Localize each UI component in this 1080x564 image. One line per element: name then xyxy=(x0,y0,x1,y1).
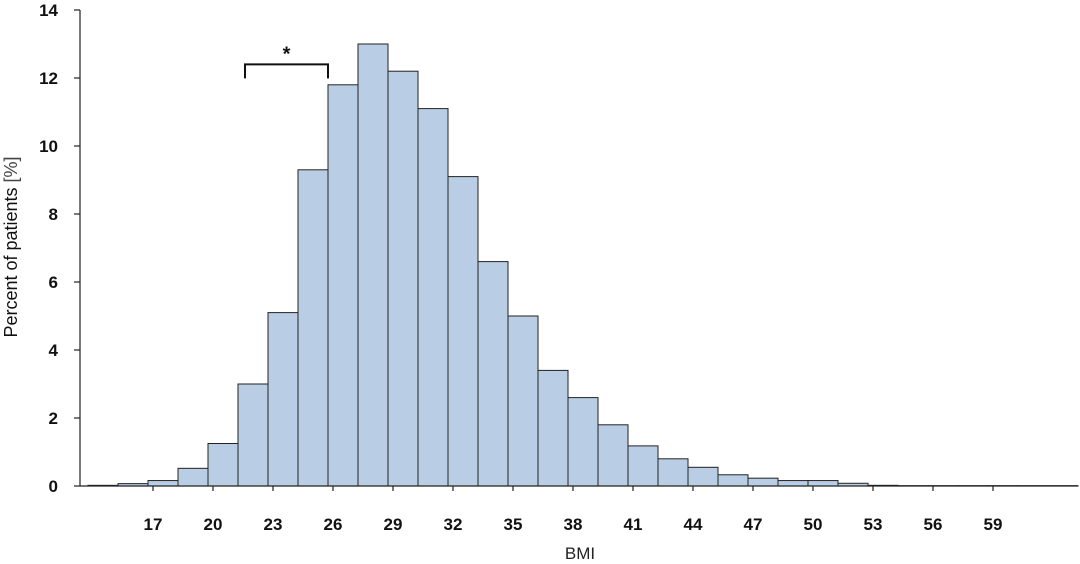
y-ticks-group: 0 2 4 6 8 10 12 14 xyxy=(39,1,80,496)
histogram-bar xyxy=(477,261,509,487)
annotations-group: * xyxy=(244,43,329,79)
significance-asterisk: * xyxy=(283,43,291,65)
histogram-bar xyxy=(387,70,419,487)
x-tick-label: 29 xyxy=(384,515,403,534)
y-axis-title-text: Percent of patients xyxy=(1,187,21,337)
y-tick-label: 8 xyxy=(49,205,58,224)
histogram-bar xyxy=(507,315,539,487)
x-axis-title: BMI xyxy=(565,544,595,563)
y-tick-label: 12 xyxy=(39,69,58,88)
y-tick-label: 6 xyxy=(49,273,58,292)
x-ticks-group: 17 20 23 26 29 32 35 38 41 44 47 50 53 56 59 xyxy=(144,486,1003,534)
y-tick-label: 4 xyxy=(49,341,59,360)
histogram-bar xyxy=(657,458,689,487)
x-tick-label: 59 xyxy=(984,515,1003,534)
x-tick-label: 20 xyxy=(204,515,223,534)
x-tick-label: 53 xyxy=(864,515,883,534)
x-tick-label: 41 xyxy=(624,515,643,534)
histogram-bar xyxy=(357,43,389,487)
x-tick-label: 44 xyxy=(684,515,703,534)
histogram-bar xyxy=(297,169,329,487)
significance-bracket xyxy=(244,63,329,79)
bars-group xyxy=(87,43,1079,487)
x-tick-label: 50 xyxy=(804,515,823,534)
y-tick-label: 14 xyxy=(39,1,58,20)
x-tick-label: 17 xyxy=(144,515,163,534)
y-tick-label: 2 xyxy=(49,409,58,428)
histogram-bar xyxy=(447,176,479,487)
histogram-bar xyxy=(267,312,299,487)
histogram-bar xyxy=(567,397,599,487)
histogram-bar xyxy=(327,84,359,487)
histogram-bar xyxy=(207,443,239,487)
x-tick-label: 47 xyxy=(744,515,763,534)
y-tick-label: 10 xyxy=(39,137,58,156)
histogram-bar xyxy=(747,477,779,487)
histogram-bar xyxy=(147,480,179,487)
x-tick-label: 32 xyxy=(444,515,463,534)
x-tick-label: 38 xyxy=(564,515,583,534)
histogram-bar xyxy=(627,445,659,487)
y-axis-title: Percent of patients [%] xyxy=(1,156,21,337)
x-tick-label: 35 xyxy=(504,515,523,534)
histogram-bar xyxy=(237,383,269,487)
histogram-bar xyxy=(597,424,629,487)
x-tick-label: 26 xyxy=(324,515,343,534)
y-axis-title-unit: [%] xyxy=(1,156,21,182)
y-tick-label: 0 xyxy=(49,477,58,496)
axes-group xyxy=(79,10,1078,487)
x-tick-label: 56 xyxy=(924,515,943,534)
histogram-bar xyxy=(807,480,839,487)
x-tick-label: 23 xyxy=(264,515,283,534)
histogram-bar xyxy=(717,474,749,487)
histogram-bar xyxy=(687,466,719,487)
histogram-bar xyxy=(777,480,809,487)
histogram-bar xyxy=(417,108,449,487)
histogram-bar xyxy=(177,467,209,487)
histogram-bar xyxy=(537,369,569,487)
